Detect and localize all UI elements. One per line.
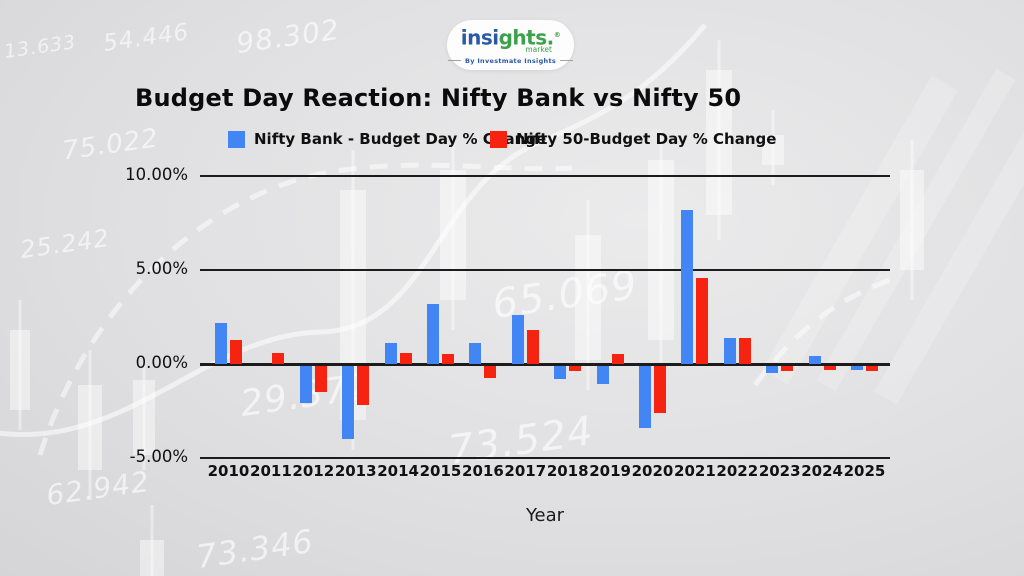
legend-item-nifty-50: Nifty 50-Budget Day % Change [490, 130, 776, 148]
bar-nifty-50-2020 [654, 365, 666, 413]
x-axis-label-2019: 2019 [589, 462, 631, 480]
bar-nifty-bank-2013 [342, 365, 355, 439]
x-axis-label-2013: 2013 [334, 462, 377, 480]
y-axis-label: 10.00% [125, 165, 188, 184]
bar-nifty-50-2018 [569, 365, 582, 372]
bar-nifty-50-2021 [696, 277, 709, 364]
tagline-dash-left [447, 60, 461, 62]
x-axis-label-2015: 2015 [419, 462, 462, 480]
bar-nifty-bank-2010 [215, 322, 227, 364]
tagline-text: By Investmate Insights [464, 56, 557, 65]
registered-trademark-icon: ® [553, 31, 561, 40]
logo-text-ghts: ghts. [498, 25, 555, 50]
bar-nifty-bank-2015 [427, 303, 439, 364]
bar-nifty-bank-2022 [723, 337, 736, 364]
bar-nifty-bank-2014 [384, 343, 397, 364]
brand-logo: insights.® market By Investmate Insights [447, 20, 574, 70]
logo-wordmark: insights.® [460, 25, 561, 50]
logo-text-market: market [525, 44, 552, 54]
bar-nifty-bank-2025 [851, 365, 863, 371]
x-axis-label-2010: 2010 [207, 462, 250, 480]
x-axis-title: Year [525, 505, 565, 526]
y-axis-label: -5.00% [129, 447, 188, 466]
logo-tagline: By Investmate Insights [447, 56, 574, 65]
bar-nifty-bank-2012 [299, 365, 312, 404]
x-axis-label-2016: 2016 [462, 462, 504, 480]
bar-nifty-50-2025 [866, 365, 878, 372]
bar-nifty-bank-2016 [469, 343, 482, 364]
bar-nifty-50-2014 [399, 352, 412, 364]
legend-label-nifty-50: Nifty 50-Budget Day % Change [516, 130, 777, 148]
y-axis-label: 0.00% [135, 353, 188, 372]
x-axis-label-2022: 2022 [716, 462, 759, 480]
bar-nifty-bank-2019 [596, 365, 609, 385]
x-axis-label-2012: 2012 [292, 462, 335, 480]
bar-nifty-50-2015 [442, 353, 454, 364]
logo-text-insi: insi [460, 25, 499, 50]
bar-nifty-50-2010 [230, 339, 242, 364]
bar-nifty-50-2013 [357, 365, 370, 405]
bar-nifty-50-2012 [314, 365, 327, 392]
bar-nifty-bank-2023 [766, 365, 779, 374]
gridline-0.00% [200, 363, 890, 366]
x-axis-label-2021: 2021 [674, 462, 716, 480]
bar-nifty-bank-2017 [511, 315, 524, 364]
gridline--5.00% [200, 457, 890, 459]
bar-nifty-bank-2020 [639, 365, 651, 428]
chart-legend: Nifty Bank - Budget Day % Change Nifty 50… [0, 130, 1024, 152]
y-axis-label: 5.00% [135, 259, 188, 278]
x-axis-label-2018: 2018 [546, 462, 589, 480]
bar-nifty-50-2017 [526, 330, 539, 364]
x-axis-label-2011: 2011 [250, 462, 292, 480]
legend-label-nifty-bank: Nifty Bank - Budget Day % Change [254, 130, 547, 148]
x-axis-label-2025: 2025 [843, 462, 886, 480]
x-axis-label-2014: 2014 [377, 462, 419, 480]
x-axis-label-2020: 2020 [631, 462, 674, 480]
gridline-5.00% [200, 269, 890, 271]
bar-nifty-50-2023 [781, 365, 794, 372]
tagline-dash-right [560, 60, 574, 62]
x-axis-label-2024: 2024 [801, 462, 843, 480]
legend-item-nifty-bank: Nifty Bank - Budget Day % Change [228, 130, 546, 148]
bar-nifty-50-2024 [823, 365, 836, 371]
x-axis-label-2017: 2017 [504, 462, 547, 480]
bar-nifty-50-2019 [611, 353, 624, 364]
bar-nifty-50-2011 [272, 352, 285, 364]
gridline-10.00% [200, 175, 890, 177]
chart-title: Budget Day Reaction: Nifty Bank vs Nifty… [135, 84, 742, 112]
bar-nifty-bank-2021 [681, 209, 694, 364]
bar-nifty-bank-2018 [554, 365, 567, 379]
bar-nifty-bank-2024 [808, 356, 821, 364]
legend-swatch-nifty-bank [228, 130, 245, 148]
bar-nifty-50-2022 [738, 337, 751, 364]
bar-nifty-50-2016 [484, 365, 497, 378]
x-axis-label-2023: 2023 [758, 462, 801, 480]
legend-swatch-nifty-50 [490, 130, 507, 148]
